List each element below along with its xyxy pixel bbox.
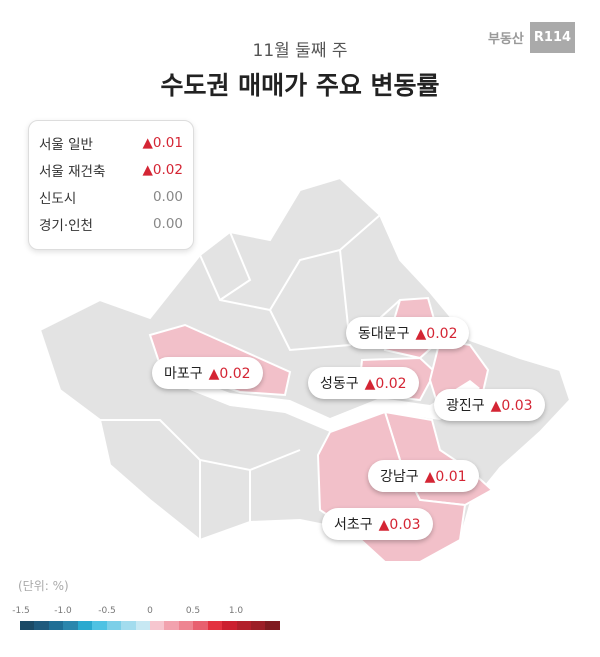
label-seongdong: 성동구 ▲0.02: [308, 367, 419, 399]
district-value: ▲0.02: [208, 366, 251, 382]
label-dongdaemun: 동대문구 ▲0.02: [346, 317, 470, 349]
district-value: ▲0.03: [490, 398, 533, 414]
summary-row: 서울 일반 ▲0.01: [39, 129, 183, 156]
summary-box: 서울 일반 ▲0.01 서울 재건축 ▲0.02 신도시 0.00 경기·인천 0.00: [28, 120, 194, 250]
district-han-river: [160, 366, 480, 432]
legend-swatch: [92, 621, 107, 630]
summary-label: 경기·인천: [39, 217, 93, 234]
summary-label: 신도시: [39, 190, 77, 207]
legend-tick: -0.5: [98, 606, 116, 616]
district-name: 동대문구: [358, 326, 410, 342]
legend-swatch: [265, 621, 280, 630]
legend-swatch: [77, 621, 93, 630]
page-title: 수도권 매매가 주요 변동률: [160, 71, 440, 100]
summary-label: 서울 재건축: [39, 163, 106, 180]
legend-swatch: [106, 621, 122, 630]
district-name: 서초구: [334, 517, 373, 533]
district-value: ▲0.03: [378, 517, 421, 533]
legend-tick: 1.0: [228, 606, 244, 616]
legend-swatch: [236, 621, 251, 630]
label-gwangjin: 광진구 ▲0.03: [434, 389, 545, 421]
legend-swatch: [164, 621, 179, 630]
summary-value: 0.00: [152, 215, 183, 232]
summary-value: ▲0.01: [142, 134, 183, 151]
district-value: ▲0.01: [424, 469, 467, 485]
legend-swatch: [193, 621, 208, 630]
legend-swatch: [63, 621, 78, 630]
legend-swatch: [48, 621, 64, 630]
legend-swatch: [207, 621, 223, 630]
legend-swatch: [121, 621, 136, 630]
logo: 부동산 R114: [488, 22, 576, 53]
legend-tick: -1.5: [12, 606, 30, 616]
legend-swatch: [34, 621, 49, 630]
district-name: 광진구: [446, 398, 485, 414]
district-value: ▲0.02: [415, 326, 458, 342]
summary-value: ▲0.02: [142, 161, 183, 178]
label-gangnam: 강남구 ▲0.01: [368, 460, 479, 492]
district-name: 마포구: [164, 366, 203, 382]
label-seocho: 서초구 ▲0.03: [322, 508, 433, 540]
legend-swatch: [135, 621, 150, 630]
legend-tick: 0.5: [185, 606, 201, 616]
district-value: ▲0.02: [364, 376, 407, 392]
legend-swatch: [222, 621, 237, 630]
logo-text: 부동산: [488, 32, 524, 47]
district-name: 성동구: [320, 376, 359, 392]
summary-row: 서울 재건축 ▲0.02: [39, 156, 183, 183]
legend-tick: -1.0: [54, 606, 72, 616]
legend-tick: 0: [147, 606, 153, 616]
district-name: 강남구: [380, 469, 419, 485]
legend-color-bar: [20, 621, 280, 630]
logo-badge: R114: [529, 22, 576, 53]
summary-value: 0.00: [152, 188, 183, 205]
summary-row: 신도시 0.00: [39, 183, 183, 210]
legend-swatch: [20, 621, 35, 630]
subtitle: 11월 둘째 주: [252, 41, 348, 61]
summary-row: 경기·인천 0.00: [39, 210, 183, 237]
label-mapo: 마포구 ▲0.02: [152, 357, 263, 389]
legend-swatch: [251, 621, 266, 630]
unit-label: (단위: %): [18, 579, 69, 593]
legend-swatch: [178, 621, 194, 630]
legend-swatch: [149, 621, 165, 630]
summary-label: 서울 일반: [39, 136, 93, 153]
